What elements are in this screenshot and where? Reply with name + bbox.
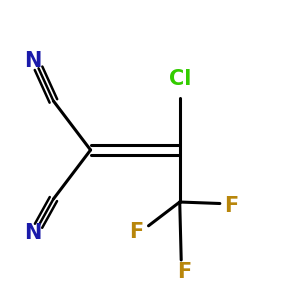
Text: F: F xyxy=(130,222,144,242)
Text: N: N xyxy=(24,51,41,71)
Text: F: F xyxy=(225,196,239,217)
Text: Cl: Cl xyxy=(169,69,191,89)
Text: N: N xyxy=(24,223,41,243)
Text: F: F xyxy=(177,262,191,282)
